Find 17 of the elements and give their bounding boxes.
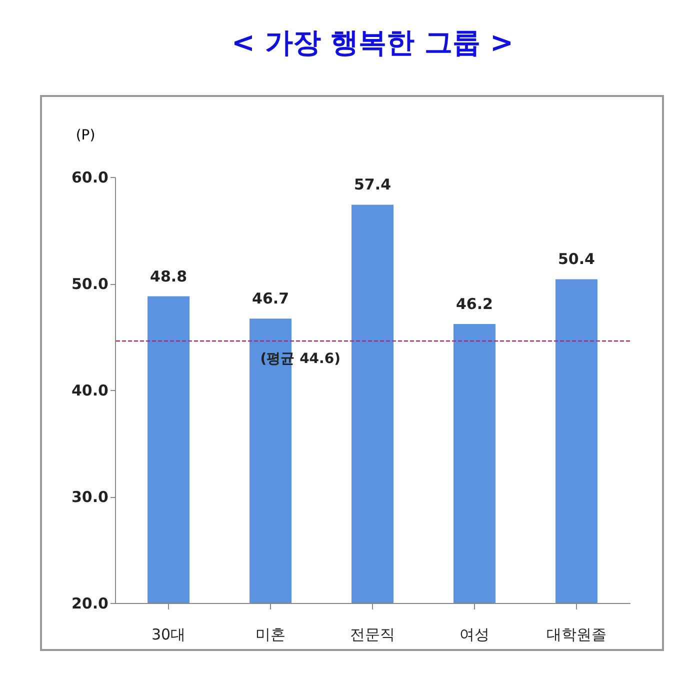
x-tick-label: 전문직	[350, 626, 395, 644]
data-label: 48.8	[150, 267, 188, 286]
data-label: 57.4	[354, 176, 392, 194]
data-label: 46.2	[456, 294, 493, 313]
x-tick-label: 대학원졸	[546, 626, 606, 644]
x-tick-label: 미혼	[256, 626, 286, 644]
y-tick-label: 40.0	[71, 382, 108, 400]
chart-title: < 가장 행복한 그룹 >	[232, 26, 514, 59]
data-label: 46.7	[252, 290, 290, 308]
y-tick-label: 60.0	[71, 168, 108, 186]
x-tick-label: 30대	[151, 626, 186, 644]
y-tick-label: 50.0	[71, 275, 108, 293]
x-tick-label: 여성	[459, 626, 490, 644]
data-label: 50.4	[558, 250, 595, 268]
y-tick-label: 20.0	[71, 594, 108, 612]
y-axis-title: (P)	[76, 128, 96, 144]
y-tick-label: 30.0	[71, 488, 108, 506]
